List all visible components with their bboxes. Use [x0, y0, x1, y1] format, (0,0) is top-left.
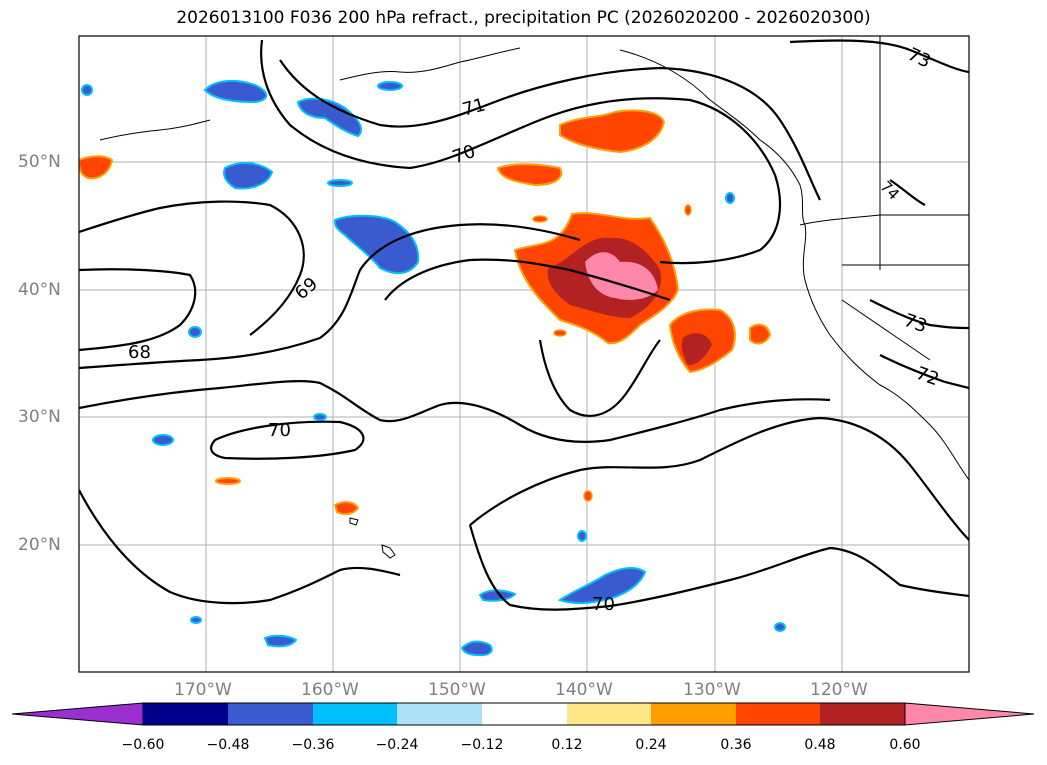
lon-label: 170°W [174, 680, 232, 700]
lon-label: 150°W [428, 680, 486, 700]
contour-70-bottom [469, 416, 969, 541]
lat-label: 30°N [18, 407, 61, 427]
colorbar-label: −0.48 [206, 737, 250, 753]
lon-label: 120°W [810, 680, 868, 700]
contour-68 [79, 268, 197, 352]
colorbar-label: 0.12 [551, 737, 583, 753]
map-title: 2026013100 F036 200 hPa refract., precip… [176, 8, 871, 28]
colorbar-segment [313, 703, 397, 725]
contour-74 [889, 179, 926, 206]
colorbar-segment [143, 703, 228, 725]
colorbar-label: −0.24 [375, 737, 419, 753]
contour-72 [879, 354, 969, 390]
colorbar-segment [567, 703, 651, 725]
contour-label: 70 [268, 420, 291, 441]
lat-label: 50°N [18, 152, 61, 172]
colorbar-segment [397, 703, 482, 725]
contour-73-south [869, 299, 969, 330]
colorbar-extend-min [11, 702, 144, 726]
colorbar-label: 0.24 [635, 737, 667, 753]
colorbar-label: 0.60 [889, 737, 921, 753]
contour-69-inner [384, 258, 671, 302]
colorbar-label: 0.48 [804, 737, 836, 753]
colorbar-label: −0.36 [291, 737, 335, 753]
colorbar-label: 0.36 [720, 737, 752, 753]
colorbar-segment [482, 703, 567, 725]
contour-70-south [79, 380, 831, 443]
contour-label: 68 [128, 342, 151, 363]
contour-70-mid [79, 223, 581, 370]
contour-label: 70 [592, 594, 615, 615]
colorbar-segment [651, 703, 736, 725]
colorbar-extend-max [904, 702, 1035, 726]
map-area [79, 36, 969, 672]
refractivity-contours [79, 39, 969, 611]
map-frame [78, 35, 970, 673]
lon-label: 140°W [555, 680, 613, 700]
contour-70-north [260, 39, 782, 265]
colorbar [11, 702, 1035, 726]
lat-label: 40°N [18, 280, 61, 300]
lon-label: 130°W [683, 680, 741, 700]
coastlines [99, 36, 969, 559]
contour-70-lower-loop [210, 420, 365, 460]
contour-73-north [789, 39, 969, 74]
colorbar-segment [820, 703, 905, 725]
contour-69 [79, 200, 305, 336]
contour-71 [279, 59, 821, 201]
colorbar-segment [228, 703, 313, 725]
colorbar-label: −0.60 [121, 737, 165, 753]
contour-70-loop [538, 339, 661, 417]
lat-label: 20°N [18, 535, 61, 555]
precip-negative-shading [81, 79, 786, 657]
lon-label: 160°W [301, 680, 359, 700]
colorbar-segment [736, 703, 820, 725]
colorbar-label: −0.12 [460, 737, 504, 753]
